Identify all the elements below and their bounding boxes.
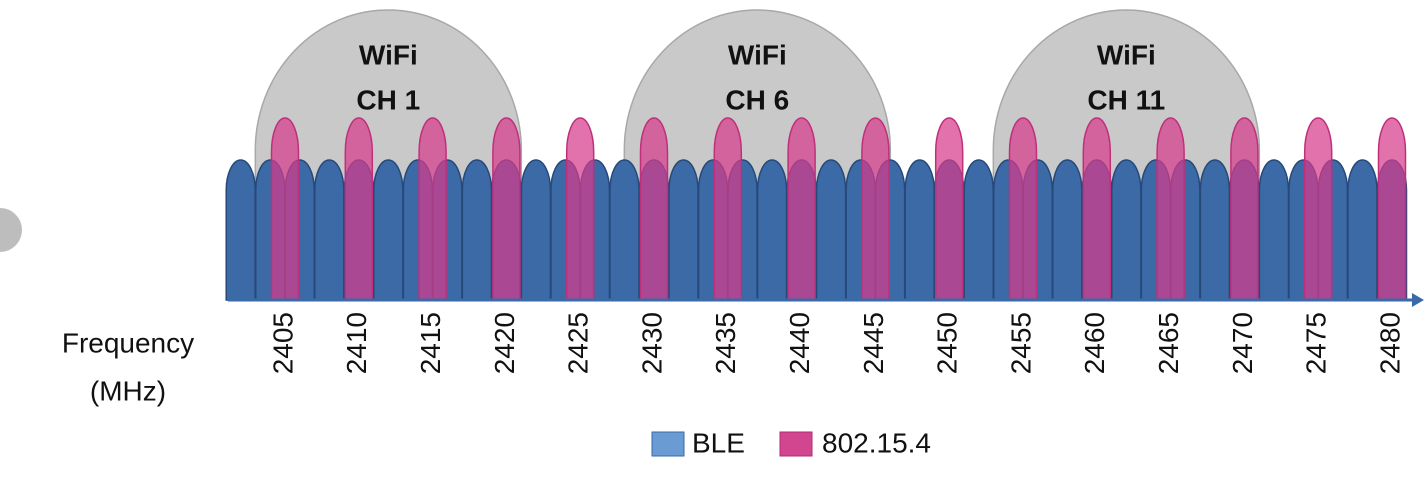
ble-hump xyxy=(1052,159,1083,301)
ble-hump xyxy=(609,159,640,301)
ble-hump xyxy=(373,159,404,301)
axis-label: (MHz) xyxy=(90,375,166,406)
ble-hump xyxy=(1258,159,1290,301)
tick-label: 2460 xyxy=(1079,312,1110,374)
edge-dot xyxy=(0,208,22,252)
ble-hump xyxy=(963,159,994,301)
legend-swatch xyxy=(779,431,813,457)
ble-hump xyxy=(815,159,847,301)
tick-label: 2480 xyxy=(1374,312,1405,374)
tick-label: 2445 xyxy=(858,312,889,374)
tick-labels: 2405 2410 2415 2420 2425 2430 2435 2440 2445 2450… xyxy=(267,312,1405,374)
axis-label: Frequency xyxy=(62,327,194,358)
zigbee-hump xyxy=(344,117,374,301)
zigbee-hump xyxy=(934,117,964,301)
ble-hump xyxy=(1347,159,1378,301)
legend-swatch xyxy=(651,431,685,457)
zigbee-hump xyxy=(418,117,447,301)
tick-label: 2430 xyxy=(636,312,667,374)
zigbee-hump xyxy=(1082,117,1112,301)
tick-label: 2470 xyxy=(1227,312,1258,374)
zigbee-hump xyxy=(861,117,890,301)
wifi-label: WiFi xyxy=(1097,39,1156,70)
zigbee-hump xyxy=(1230,117,1259,301)
zigbee-hump xyxy=(1008,117,1038,301)
zigbee-hump xyxy=(787,117,816,301)
tick-label: 2420 xyxy=(489,312,520,374)
zigbee-hump xyxy=(270,117,300,301)
zigbee-hump xyxy=(1156,117,1185,301)
ble-hump xyxy=(225,159,256,301)
ble-hump xyxy=(668,159,699,301)
wifi-label: CH 1 xyxy=(356,84,420,115)
ble-hump xyxy=(756,159,788,301)
zigbee-hump xyxy=(492,117,521,301)
zigbee-hump xyxy=(1377,117,1407,301)
ble-hump xyxy=(520,159,552,301)
ble-hump xyxy=(1199,159,1231,301)
wifi-label: CH 6 xyxy=(725,84,789,115)
tick-label: 2465 xyxy=(1153,312,1184,374)
wifi-label: WiFi xyxy=(359,39,418,70)
wifi-label: CH 11 xyxy=(1087,84,1165,115)
legend-label: BLE xyxy=(692,427,745,458)
zigbee-hump xyxy=(639,117,669,301)
zigbee-hump xyxy=(565,117,595,301)
tick-label: 2415 xyxy=(415,312,446,374)
tick-label: 2455 xyxy=(1005,312,1036,374)
tick-label: 2410 xyxy=(341,312,372,374)
tick-label: 2405 xyxy=(267,312,298,374)
zigbee-hump xyxy=(713,117,743,301)
tick-label: 2450 xyxy=(932,312,963,374)
zigbee-hump xyxy=(1303,117,1333,301)
tick-label: 2440 xyxy=(784,312,815,374)
ble-hump xyxy=(314,159,345,301)
wifi-label: WiFi xyxy=(728,39,787,70)
tick-label: 2435 xyxy=(710,312,741,374)
tick-label: 2475 xyxy=(1301,312,1332,374)
legend-label: 802.15.4 xyxy=(822,427,931,458)
tick-label: 2425 xyxy=(563,312,594,374)
ble-hump xyxy=(1111,159,1142,301)
axis-arrow xyxy=(1412,293,1424,307)
ble-hump xyxy=(461,159,493,301)
ble-hump xyxy=(904,159,935,301)
zigbee-channels xyxy=(270,117,1407,301)
